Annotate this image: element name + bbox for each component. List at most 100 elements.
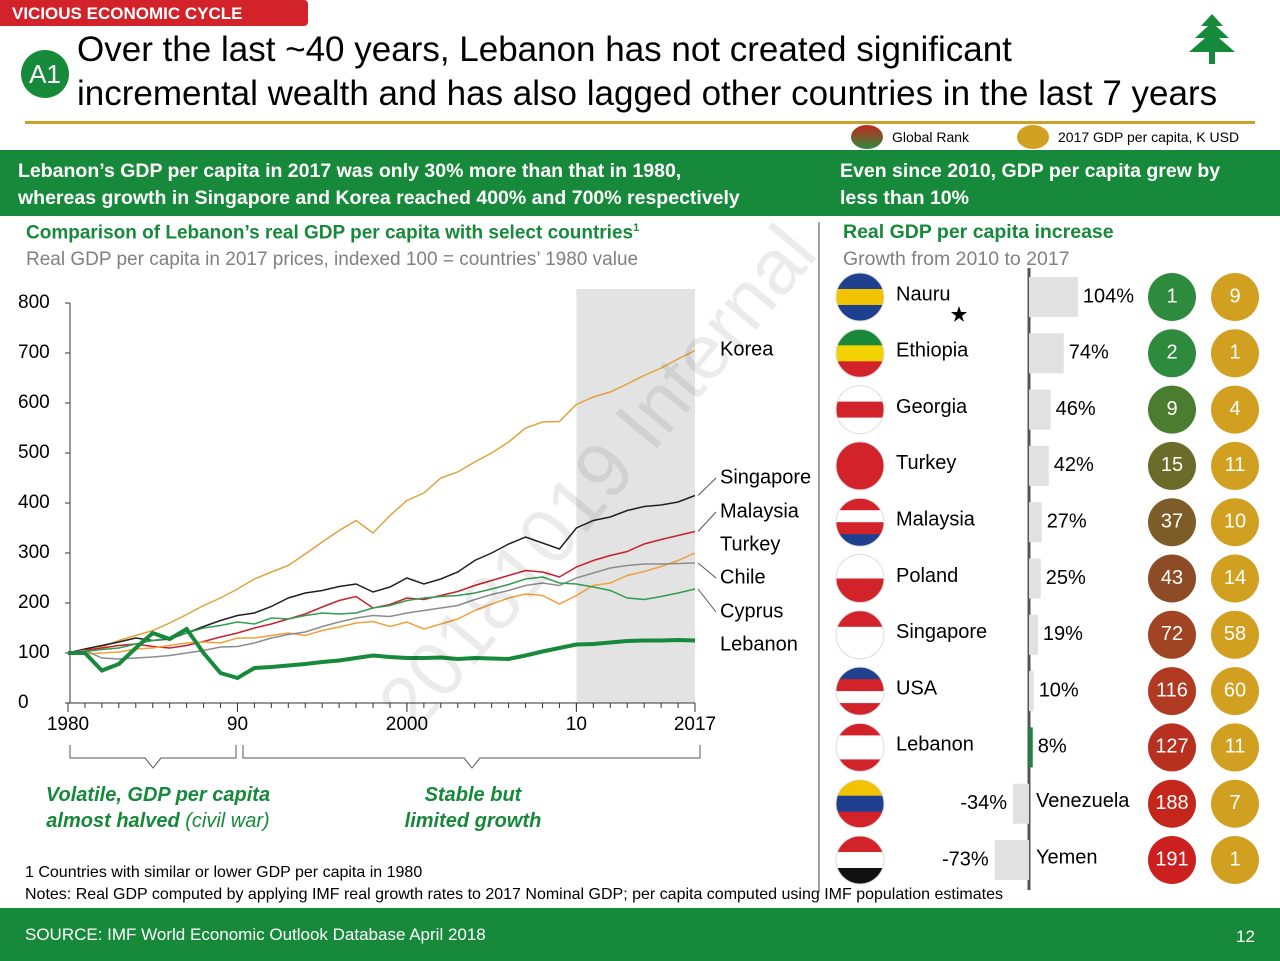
annotation: almost halved (civil war) xyxy=(46,810,269,832)
category-label: Lebanon xyxy=(896,734,974,756)
series-label: Malaysia xyxy=(720,500,800,522)
legend-label: Global Rank xyxy=(892,129,970,145)
rank-label: 15 xyxy=(1161,454,1183,476)
flag-ring xyxy=(835,554,885,603)
y-tick-label: 200 xyxy=(18,592,50,613)
y-tick-label: 400 xyxy=(18,492,50,513)
flag-ring xyxy=(835,272,885,322)
rank-circle xyxy=(1148,554,1196,603)
footer xyxy=(0,908,1280,961)
rank-circle xyxy=(1148,610,1196,659)
x-tick-label: 2000 xyxy=(386,714,428,735)
x-tick-label: 10 xyxy=(566,714,587,735)
y-tick-label: 500 xyxy=(18,442,50,463)
flag-stripe xyxy=(836,868,884,884)
category-label: Yemen xyxy=(1036,846,1098,868)
chart-title: Real GDP per capita increase xyxy=(843,221,1114,243)
rank-label: 9 xyxy=(1166,398,1177,420)
gdp-circle xyxy=(1211,667,1259,716)
legend-swatch xyxy=(1017,125,1049,149)
series-label: Korea xyxy=(720,338,774,360)
bar xyxy=(1029,333,1064,374)
leader-line xyxy=(697,511,717,532)
chart-title-text: Comparison of Lebanon’s real GDP per cap… xyxy=(26,222,634,244)
page-number: 12 xyxy=(1236,927,1255,946)
gdp-circle xyxy=(1211,610,1259,659)
banner-text: whereas growth in Singapore and Korea re… xyxy=(18,187,740,209)
value-label: 46% xyxy=(1056,398,1096,420)
banner xyxy=(0,150,1280,216)
gdp-label: 14 xyxy=(1224,567,1246,589)
annotation-note: (civil war) xyxy=(185,810,269,832)
series-label: Turkey xyxy=(720,533,780,555)
bar xyxy=(1029,671,1034,712)
rank-label: 43 xyxy=(1161,567,1183,589)
y-tick-label: 700 xyxy=(18,342,50,363)
value-label: 10% xyxy=(1039,679,1079,701)
flag-stripe xyxy=(836,795,884,813)
flag-ring xyxy=(835,779,885,829)
gdp-label: 58 xyxy=(1224,623,1246,645)
flag-ring xyxy=(835,835,885,885)
rank-label: 2 xyxy=(1166,342,1177,364)
flag-stripe xyxy=(836,610,884,628)
category-label: Venezuela xyxy=(1036,790,1130,812)
bracket xyxy=(242,745,701,769)
annotation: Stable but xyxy=(425,784,523,806)
line-chart: 0 100 200 300 400 500 600 700 800 1980 90 2000 10 201… xyxy=(18,289,811,832)
gdp-circle xyxy=(1211,273,1259,321)
gdp-circle xyxy=(1211,554,1259,603)
bar xyxy=(1029,277,1078,317)
flag-stripe xyxy=(836,441,884,459)
rank-label: 191 xyxy=(1155,848,1188,870)
x-tick-label: 90 xyxy=(227,714,248,735)
title-line: incremental wealth and has also lagged o… xyxy=(77,74,1218,113)
leader-line xyxy=(697,562,717,579)
bar xyxy=(1029,389,1051,430)
chart-subtitle: Real GDP per capita in 2017 prices, inde… xyxy=(26,249,639,270)
annotation-text: Volatile, GDP per capita xyxy=(46,784,270,806)
flag-stripe xyxy=(836,836,884,853)
value-label: 19% xyxy=(1043,623,1083,645)
flag-stripe xyxy=(836,626,884,644)
series-line xyxy=(68,626,696,681)
value-label: -73% xyxy=(942,848,989,870)
gdp-label: 60 xyxy=(1224,679,1246,701)
rank-circle xyxy=(1148,498,1196,547)
flag-ring xyxy=(835,385,885,435)
flag-stripe xyxy=(836,361,884,378)
value-label: 8% xyxy=(1038,736,1067,758)
y-tick-label: 800 xyxy=(18,292,50,313)
flag-ring xyxy=(835,441,885,491)
gdp-circle xyxy=(1211,779,1259,828)
rank-circle xyxy=(1148,329,1196,378)
flag-ring xyxy=(835,722,885,772)
series-line xyxy=(67,349,696,654)
annotation-text: almost halved xyxy=(46,810,180,832)
bar xyxy=(1029,558,1041,599)
cedar-logo xyxy=(1189,14,1235,64)
bar xyxy=(994,840,1029,880)
series-label: Cyprus xyxy=(720,600,783,622)
source: SOURCE: IMF World Economic Outlook Datab… xyxy=(25,925,486,944)
gdp-label: 11 xyxy=(1225,736,1246,758)
annotation: limited growth xyxy=(405,810,542,832)
category-label: Poland xyxy=(896,565,958,587)
y-tick-label: 300 xyxy=(18,542,50,563)
y-tick-label: 600 xyxy=(18,392,50,413)
x-tick-label: 1980 xyxy=(47,714,89,735)
category-label: Georgia xyxy=(896,396,968,418)
banner-text: less than 10% xyxy=(840,187,969,209)
banner-text: Even since 2010, GDP per capita grew by xyxy=(840,160,1221,182)
flag-stripe xyxy=(836,852,884,869)
flag-stripe xyxy=(836,642,884,659)
y-tick-label: 0 xyxy=(18,692,29,713)
leader-line xyxy=(697,477,717,496)
flag-stripe xyxy=(836,385,884,403)
flag-stripe xyxy=(836,273,884,290)
series-label: Lebanon xyxy=(720,633,798,655)
gdp-circle xyxy=(1211,498,1259,547)
footnote-mark: 1 xyxy=(633,222,640,234)
star xyxy=(951,306,967,322)
annotation-text: limited growth xyxy=(405,810,542,832)
